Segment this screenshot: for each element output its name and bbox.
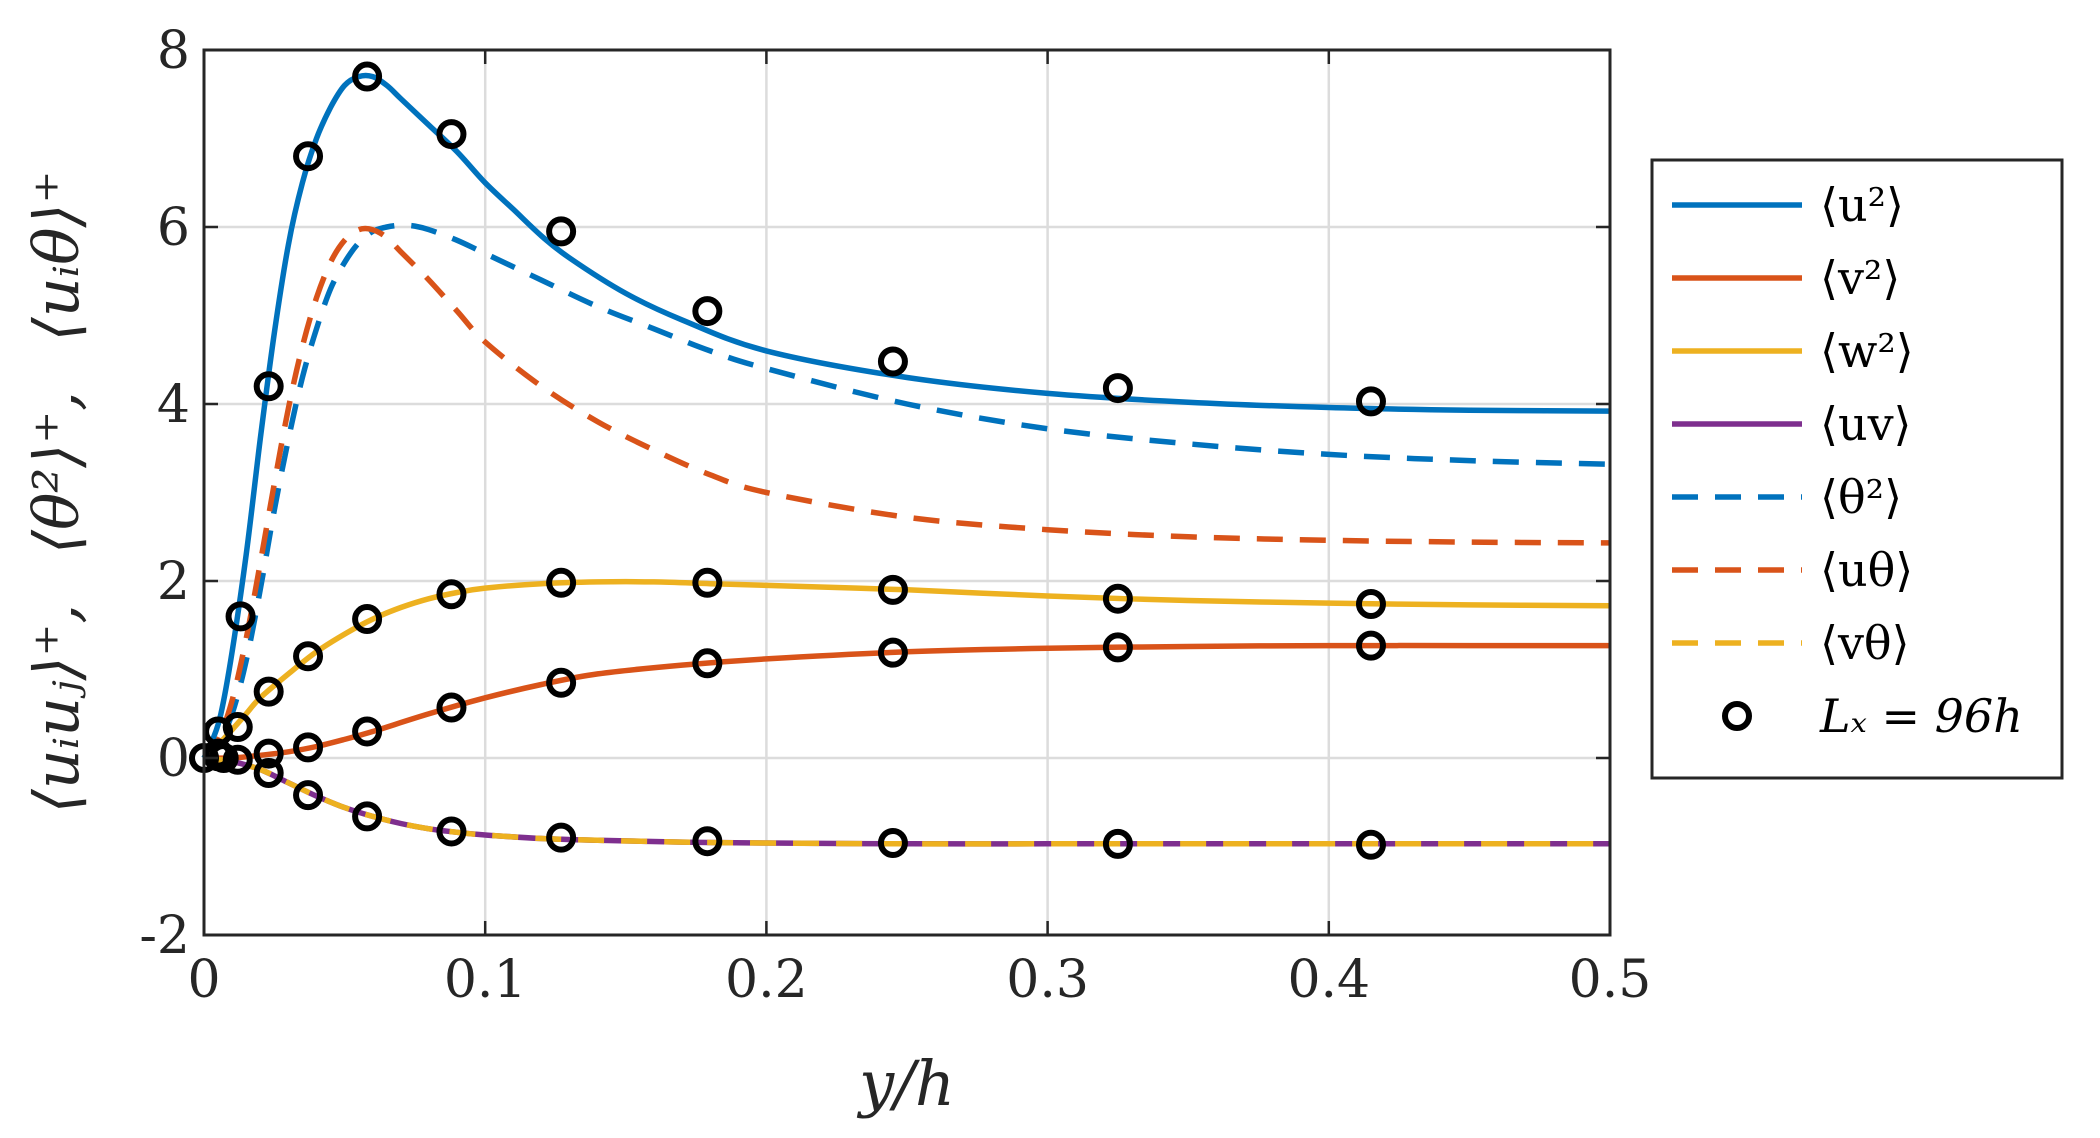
series-line-3 [202,578,1611,760]
data-marker [436,816,467,847]
data-marker [253,676,284,707]
data-marker [352,801,383,832]
y-axis-label: ⟨uᵢuⱼ⟩⁺, ⟨θ²⟩⁺, ⟨uᵢθ⟩⁺ [20,171,93,814]
series-line-1 [201,72,1611,760]
data-marker [352,604,383,635]
data-marker [293,641,324,672]
legend-label: Lₓ = 96h [1819,689,2023,743]
data-marker [253,738,284,769]
x-tick-label: 0.4 [1287,950,1370,1010]
data-marker [1102,373,1133,404]
data-marker [1355,386,1386,417]
data-marker [436,579,467,610]
series-line-2 [203,642,1610,761]
series-line-5 [202,222,1611,761]
y-axis-label-part-2: ⟨θ²⟩⁺, [20,391,93,554]
data-marker [1102,828,1133,859]
data-marker [692,826,723,857]
data-marker [293,141,324,172]
data-marker [1102,583,1133,614]
data-marker [293,780,324,811]
data-marker [877,346,908,377]
data-marker [253,758,284,789]
series-line-6 [201,225,1611,760]
data-marker [877,827,908,858]
legend-label: ⟨v²⟩ [1820,251,1900,305]
data-marker [436,119,467,150]
x-tick-label: 0.3 [1006,950,1089,1010]
data-marker [1355,589,1386,620]
data-marker [253,371,284,402]
data-marker [1102,632,1133,663]
data-marker [222,712,253,743]
legend-label: ⟨uv⟩ [1820,397,1912,451]
y-tick-label: 2 [157,552,190,612]
x-tick-label: 0.1 [444,950,527,1010]
data-marker [877,574,908,605]
legend-box [1650,158,2064,780]
data-marker [352,61,383,92]
marker-layer [189,61,1386,860]
x-axis-label: y/h [856,1047,955,1120]
data-marker [877,637,908,668]
legend-label: ⟨w²⟩ [1820,324,1914,378]
x-tick-label: 0 [187,950,220,1010]
data-marker [222,744,253,775]
axes-box [202,48,1612,937]
y-axis-label-part-1: ⟨uᵢuⱼ⟩⁺, [20,604,93,814]
data-marker [692,648,723,679]
legend: ⟨u²⟩ ⟨v²⟩ ⟨w²⟩ ⟨uv⟩ ⟨θ²⟩ ⟨uθ⟩ ⟨vθ⟩ Lₓ = 96h [1650,158,2064,780]
data-marker [225,601,256,632]
data-marker [692,567,723,598]
data-marker [546,822,577,853]
y-axis-label-part-3: ⟨uᵢθ⟩⁺ [20,171,93,342]
legend-label: ⟨θ²⟩ [1820,470,1902,524]
legend-label: ⟨vθ⟩ [1820,616,1910,670]
y-tick-label: 6 [157,198,190,258]
data-marker [293,732,324,763]
svg-text:⟨uᵢuⱼ⟩⁺, ⟨θ²⟩⁺, ⟨u: ⟨uᵢuⱼ⟩⁺, ⟨θ²⟩⁺, ⟨uᵢθ⟩⁺ [20,171,93,814]
data-marker [1355,829,1386,860]
legend-marker [1722,701,1752,731]
data-marker [352,716,383,747]
series-layer [201,72,1611,847]
x-tick-label: 0.2 [725,950,808,1010]
y-tick-label: 0 [157,729,190,789]
data-marker [692,296,723,327]
data-marker [546,667,577,698]
legend-label: ⟨uθ⟩ [1820,543,1913,597]
series-line-7 [203,755,1610,847]
x-tick-label: 0.5 [1569,950,1652,1010]
y-tick-label: 8 [157,21,190,81]
data-marker [436,692,467,723]
y-tick-label: 4 [157,375,190,435]
data-marker [546,216,577,247]
plot-area [204,50,1610,935]
data-marker [1355,630,1386,661]
data-marker [546,567,577,598]
y-tick-label: -2 [139,906,190,966]
legend-label: ⟨u²⟩ [1820,178,1904,232]
